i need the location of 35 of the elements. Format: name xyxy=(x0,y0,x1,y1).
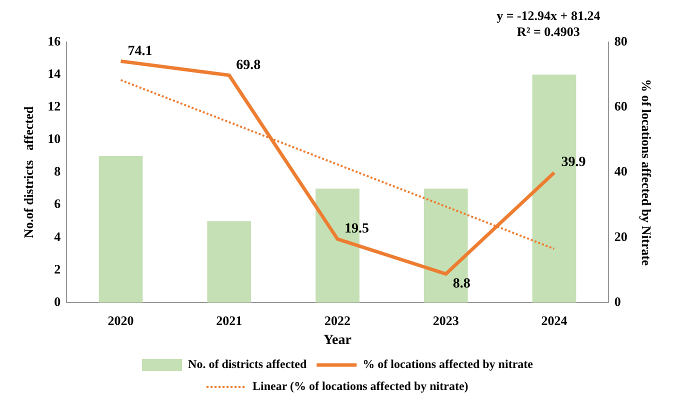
y-tick-label: 6 xyxy=(54,196,62,212)
x-tick-label: 2024 xyxy=(541,312,568,328)
legend-label: Linear (% of locations affected by nitrate) xyxy=(252,379,468,394)
data-label: 69.8 xyxy=(236,58,261,73)
y2-tick-label: 60 xyxy=(614,98,628,114)
data-label: 8.8 xyxy=(452,276,470,292)
text: y = -12.94x + 81.24 xyxy=(496,8,601,23)
y-tick-label: 2 xyxy=(54,261,61,276)
y-tick-label: 10 xyxy=(48,131,61,146)
bar xyxy=(98,156,143,303)
data-label: 19.5 xyxy=(344,222,369,237)
y-tick-label: 0 xyxy=(54,294,61,309)
y-tick-label: 16 xyxy=(48,33,62,48)
y-tick-label: 8 xyxy=(54,164,62,179)
data-label: 74.1 xyxy=(128,44,152,59)
y-tick-label: 12 xyxy=(48,98,61,114)
y2-tick-label: 80 xyxy=(614,33,628,48)
y-axis-title: No.of districts affected xyxy=(21,106,36,238)
y-tick-label: 14 xyxy=(48,66,62,81)
bar xyxy=(424,188,468,303)
x-tick-label: 2023 xyxy=(432,312,460,328)
x-tick-label: 2020 xyxy=(108,312,134,328)
text: R² = 0.4903 xyxy=(516,24,580,39)
y2-axis-title: % of locations affected by Nitrate xyxy=(638,78,654,266)
bar xyxy=(207,221,252,303)
y-tick-label: 4 xyxy=(54,228,62,244)
x-axis-title: Year xyxy=(324,333,352,348)
y2-tick-label: 40 xyxy=(614,164,628,179)
data-label: 39.9 xyxy=(561,155,586,170)
x-tick-label: 2022 xyxy=(324,312,350,328)
x-tick-label: 2021 xyxy=(216,312,242,328)
y2-tick-label: 20 xyxy=(614,228,628,244)
y2-tick-label: 0 xyxy=(614,294,621,309)
legend-label: No. of districts affected xyxy=(188,357,307,372)
legend-label: % of locations affected by nitrate xyxy=(362,357,534,372)
